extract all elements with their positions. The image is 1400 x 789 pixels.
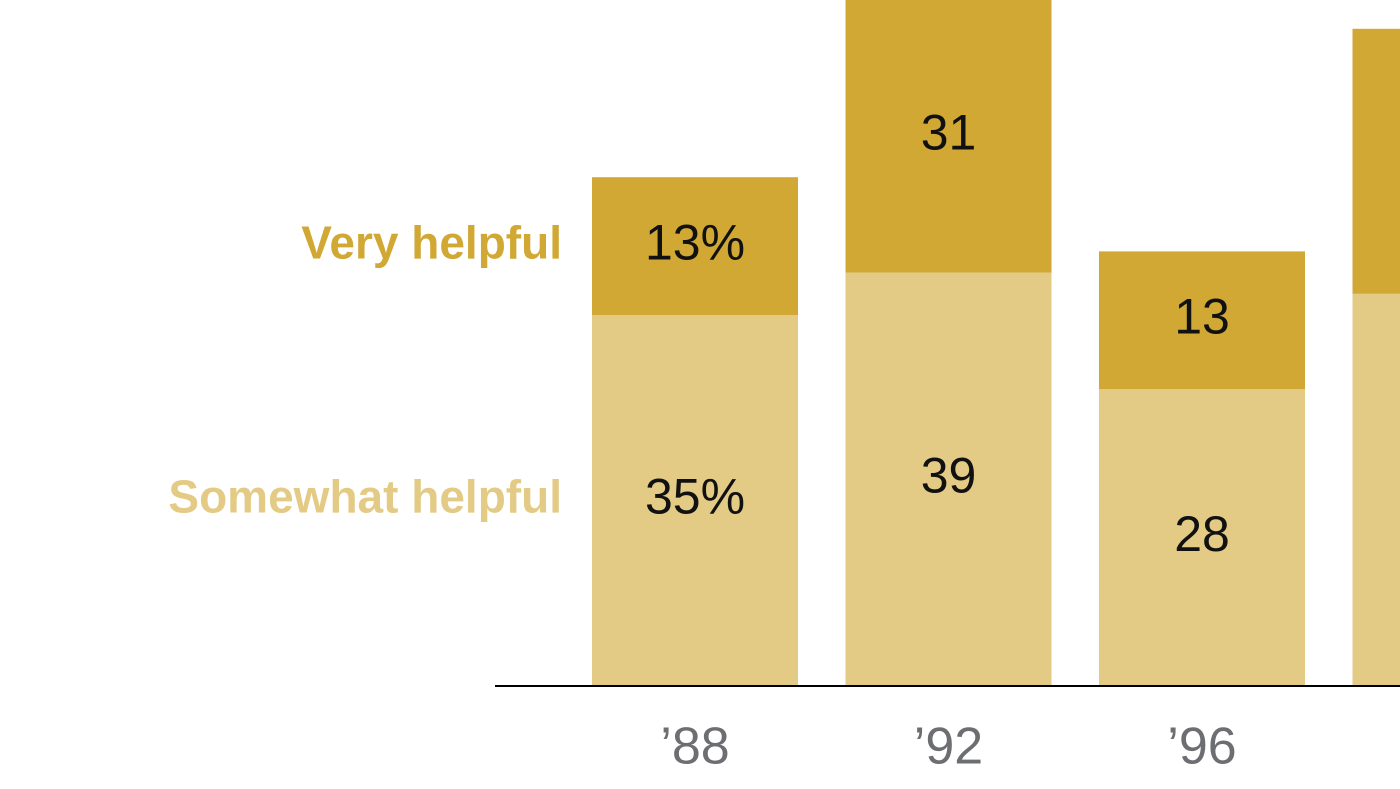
data-label: 13 <box>1174 289 1230 345</box>
bar-segment <box>845 272 1052 686</box>
x-tick-label: ’92 <box>914 718 983 776</box>
data-label: 13% <box>645 214 745 270</box>
data-label: 35% <box>645 469 745 525</box>
bar-segment <box>845 0 1052 273</box>
legend-label: Very helpful <box>301 216 562 268</box>
bar-segment <box>592 315 798 686</box>
bar-segment <box>1099 389 1305 686</box>
data-label: 39 <box>921 448 977 504</box>
bar-segment <box>1352 293 1400 686</box>
data-label: 28 <box>1174 506 1230 562</box>
bar-segment <box>592 177 798 315</box>
data-label: 31 <box>921 105 977 161</box>
bar-segment <box>1099 251 1305 390</box>
x-tick-label: ’88 <box>660 718 729 776</box>
legend-label: Somewhat helpful <box>168 471 562 523</box>
x-tick-label: ’96 <box>1167 718 1236 776</box>
bar-segment <box>1352 28 1400 294</box>
